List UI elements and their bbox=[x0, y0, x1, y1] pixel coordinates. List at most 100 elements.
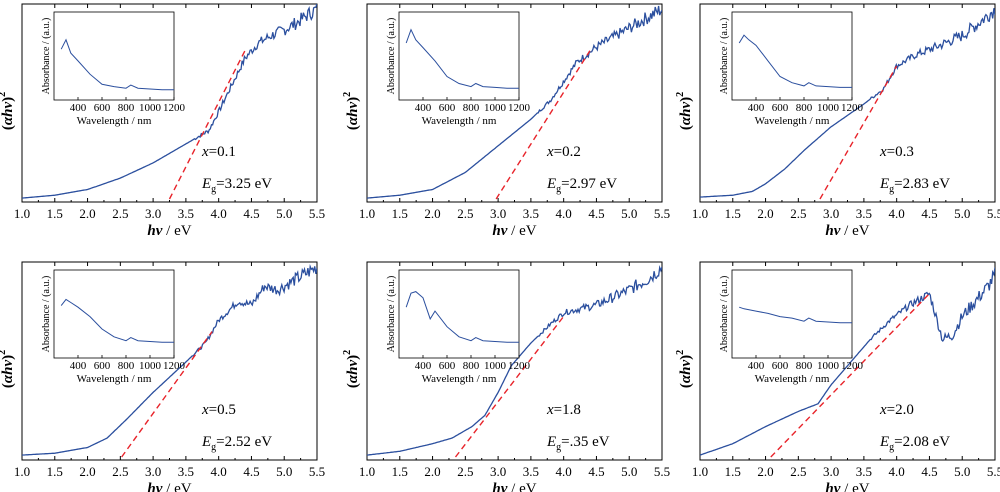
inset-x-tick-label: 800 bbox=[118, 360, 135, 372]
band-gap-subscript: g bbox=[889, 184, 894, 195]
y-label-paren: ) bbox=[678, 355, 694, 360]
x-tick-label: 2.5 bbox=[457, 206, 473, 221]
composition-label: x=0.3 bbox=[879, 144, 914, 160]
y-axis-label: (αhv)2 bbox=[342, 92, 361, 130]
inset-x-axis-label: Wavelength / nm bbox=[755, 373, 830, 385]
x-tick-label: 1.5 bbox=[47, 206, 63, 221]
x-tick-label: 1.5 bbox=[47, 464, 63, 479]
inset-frame bbox=[398, 269, 520, 359]
y-label-hv: hv bbox=[0, 102, 16, 117]
x-tick-label: 5.0 bbox=[621, 206, 637, 221]
tauc-fit-line bbox=[770, 293, 930, 458]
inset-x-tick-label: 400 bbox=[70, 360, 87, 372]
x-axis-label-symbol: hv bbox=[825, 481, 840, 492]
band-gap-symbol: E bbox=[879, 176, 889, 192]
y-label-paren: ) bbox=[0, 355, 16, 360]
inset-x-axis-label: Wavelength / nm bbox=[77, 115, 152, 127]
band-gap-symbol: E bbox=[546, 176, 556, 192]
y-label-power: 2 bbox=[0, 92, 8, 97]
band-gap-label: Eg=2.08 eV bbox=[879, 434, 950, 453]
x-tick-label: 4.5 bbox=[243, 206, 259, 221]
x-tick-label: 5.0 bbox=[621, 464, 637, 479]
band-gap-label: Eg=.35 eV bbox=[546, 434, 610, 453]
band-gap-value: =2.52 eV bbox=[216, 434, 272, 450]
x-axis-label-symbol: hv bbox=[492, 223, 507, 239]
composition-symbol: x bbox=[879, 402, 887, 418]
x-tick-label: 4.0 bbox=[556, 464, 572, 479]
inset-absorbance-curve bbox=[405, 28, 519, 89]
x-tick-label: 1.0 bbox=[692, 206, 708, 221]
x-axis-label-unit: / eV bbox=[162, 481, 191, 492]
x-tick-label: 4.5 bbox=[588, 464, 604, 479]
inset-x-tick-label: 400 bbox=[70, 102, 87, 114]
y-label-paren: ) bbox=[0, 97, 16, 102]
inset-x-tick-label: 1200 bbox=[841, 360, 864, 372]
y-label-hv: hv bbox=[678, 360, 694, 375]
y-axis-label: (αhv)2 bbox=[675, 350, 694, 388]
x-tick-label: 5.0 bbox=[276, 464, 292, 479]
inset-x-tick-label: 800 bbox=[796, 360, 813, 372]
composition-value: =0.3 bbox=[887, 144, 914, 160]
inset-x-axis-label: Wavelength / nm bbox=[755, 115, 830, 127]
inset-x-tick-label: 1000 bbox=[139, 360, 162, 372]
y-label-power: 2 bbox=[342, 92, 353, 97]
x-tick-label: 1.5 bbox=[725, 464, 741, 479]
y-axis-label: (αhv)2 bbox=[0, 92, 16, 130]
inset-x-tick-label: 600 bbox=[439, 360, 456, 372]
inset-absorbance-curve bbox=[405, 291, 519, 343]
x-axis-label: hv / eV bbox=[492, 223, 536, 239]
y-label-power: 2 bbox=[0, 350, 8, 355]
composition-symbol: x bbox=[546, 402, 554, 418]
x-tick-label: 1.0 bbox=[359, 206, 375, 221]
x-tick-label: 1.0 bbox=[14, 464, 30, 479]
x-axis-label-unit: / eV bbox=[840, 223, 869, 239]
tauc-fit-line bbox=[168, 50, 246, 200]
x-tick-label: 2.5 bbox=[790, 464, 806, 479]
band-gap-label: Eg=2.52 eV bbox=[201, 434, 272, 453]
x-tick-label: 4.0 bbox=[211, 464, 227, 479]
y-label-alpha: α bbox=[345, 116, 361, 125]
inset-x-tick-label: 400 bbox=[748, 360, 765, 372]
y-label-power: 2 bbox=[342, 350, 353, 355]
band-gap-label: Eg=2.97 eV bbox=[546, 176, 617, 195]
x-tick-label: 2.0 bbox=[79, 464, 95, 479]
panel-f: 1.0 1.5 2.0 2.5 3.0 3.5 4.0 4.5 5.0 5.5hv / eV(αh… bbox=[675, 261, 1000, 492]
band-gap-value: =2.83 eV bbox=[894, 176, 950, 192]
x-tick-label: 2.0 bbox=[757, 464, 773, 479]
x-tick-label: 5.5 bbox=[987, 464, 1000, 479]
x-tick-label: 3.0 bbox=[490, 206, 506, 221]
absorption-curve bbox=[22, 4, 317, 199]
band-gap-label: Eg=2.83 eV bbox=[879, 176, 950, 195]
inset-x-tick-label: 600 bbox=[772, 360, 789, 372]
inset-x-tick-label: 1200 bbox=[163, 102, 186, 114]
inset-x-tick-label: 1200 bbox=[508, 360, 531, 372]
inset-absorbance-curve bbox=[60, 38, 174, 91]
inset-x-tick-label: 1000 bbox=[484, 360, 507, 372]
composition-label: x=0.2 bbox=[546, 144, 581, 160]
inset-x-tick-label: 800 bbox=[118, 102, 135, 114]
x-tick-label: 4.0 bbox=[889, 206, 905, 221]
inset-x-axis-label: Wavelength / nm bbox=[422, 115, 497, 127]
inset-absorbance-curve bbox=[739, 306, 852, 324]
x-axis-label: hv / eV bbox=[492, 481, 536, 492]
inset-x-tick-label: 800 bbox=[796, 102, 813, 114]
inset-x-tick-label: 1200 bbox=[508, 102, 531, 114]
x-tick-label: 2.5 bbox=[457, 464, 473, 479]
tauc-fit-line bbox=[819, 65, 898, 200]
x-tick-label: 4.5 bbox=[243, 464, 259, 479]
inset-x-tick-label: 600 bbox=[772, 102, 789, 114]
absorption-curve bbox=[22, 264, 317, 456]
x-tick-label: 2.0 bbox=[424, 206, 440, 221]
y-axis-label: (αhv)2 bbox=[675, 92, 694, 130]
y-label-paren: ) bbox=[345, 97, 361, 102]
inset-x-tick-label: 800 bbox=[463, 360, 480, 372]
band-gap-value: =.35 eV bbox=[561, 434, 610, 450]
band-gap-label: Eg=3.25 eV bbox=[201, 176, 272, 195]
x-tick-label: 1.5 bbox=[392, 206, 408, 221]
x-tick-label: 2.0 bbox=[424, 464, 440, 479]
x-axis-label-unit: / eV bbox=[507, 481, 536, 492]
inset-x-tick-label: 1000 bbox=[817, 360, 840, 372]
composition-value: =1.8 bbox=[554, 402, 581, 418]
band-gap-subscript: g bbox=[556, 184, 561, 195]
